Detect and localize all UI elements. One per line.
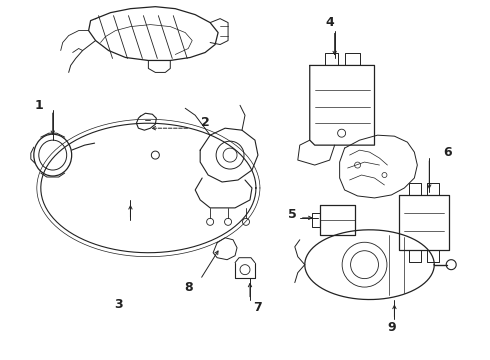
Text: 3: 3: [114, 298, 123, 311]
Text: 1: 1: [34, 99, 43, 112]
Text: 4: 4: [325, 16, 334, 29]
Text: 5: 5: [289, 208, 297, 221]
Text: 8: 8: [184, 281, 193, 294]
Text: 9: 9: [387, 321, 396, 334]
Text: 6: 6: [443, 145, 451, 159]
Text: 2: 2: [201, 116, 210, 129]
Text: 7: 7: [253, 301, 262, 314]
